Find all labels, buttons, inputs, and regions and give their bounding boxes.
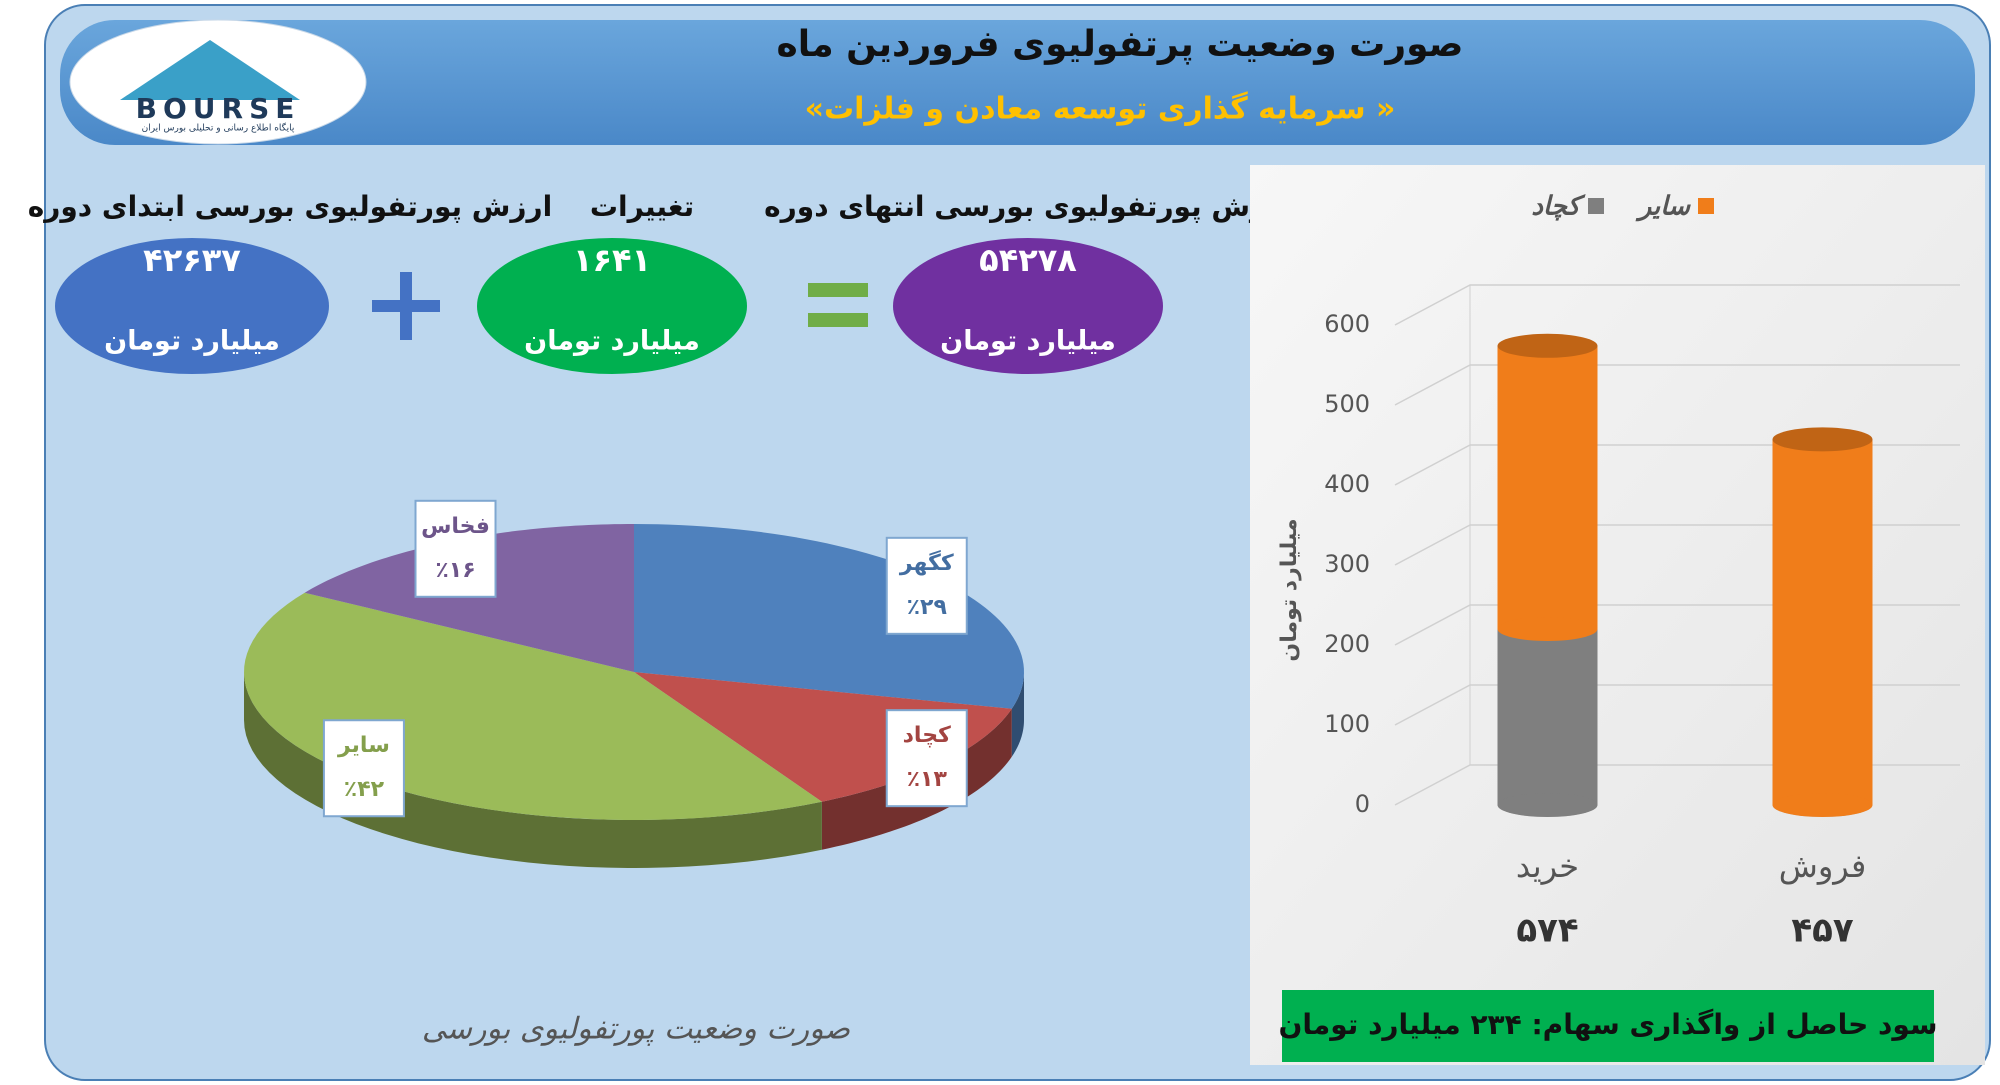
legend-swatch <box>1588 198 1604 214</box>
y-tick-label: 500 <box>1324 390 1370 418</box>
summary-unit: میلیارد تومان <box>104 326 280 357</box>
summary-bubble <box>893 238 1163 374</box>
equals-sign <box>808 283 868 297</box>
logo-text: BOURSE <box>136 92 301 125</box>
bar-total-label: ۵۷۴ <box>1516 911 1578 951</box>
summary-value: ۱۶۴۱ <box>573 241 651 279</box>
bar-segment-bottom <box>1772 793 1873 817</box>
header-bar <box>60 20 1975 145</box>
logo-caption: پایگاه اطلاع رسانی و تحلیلی بورس ایران <box>142 122 295 134</box>
header-subtitle: «سرمایه گذاری توسعه معادن و فلزات » <box>805 91 1396 127</box>
pie-label-box <box>885 709 968 808</box>
summary-label: ارزش پورتفولیوی بورسی انتهای دوره <box>764 190 1292 223</box>
pie-label-value: ٪۴۲ <box>344 777 385 802</box>
pie-title: صورت وضعیت پورتفولیوی بورسی <box>422 1012 851 1047</box>
pie-label-value: ٪۲۹ <box>907 595 947 620</box>
pie-slice-side <box>1011 672 1024 757</box>
bar-total-label: ۴۵۷ <box>1791 911 1854 951</box>
bar-segment <box>1772 439 1873 805</box>
summary-unit: میلیارد تومان <box>940 326 1116 357</box>
summary-label: تغییرات <box>590 190 694 223</box>
pie-label-box <box>414 499 497 598</box>
x-tick-label: خرید <box>1516 847 1579 885</box>
pie-label-box <box>322 719 405 818</box>
y-tick-label: 600 <box>1324 310 1370 338</box>
bar-segment <box>1497 345 1598 629</box>
header-title: صورت وضعیت پرتفولیوی فروردین ماه <box>777 24 1464 65</box>
y-tick-label: 400 <box>1324 470 1370 498</box>
bar-top <box>1772 427 1873 452</box>
pie-label-value: ٪۱۶ <box>435 558 475 583</box>
summary-bubble <box>477 238 747 374</box>
pie-label-name: کگهر <box>899 549 954 576</box>
pie-label-name: سایر <box>337 733 390 758</box>
legend-label: سایر <box>1635 192 1692 222</box>
footer-note: سود حاصل از واگذاری سهام: ۲۳۴ میلیارد تو… <box>1279 1008 1938 1041</box>
logo-icon <box>120 40 300 100</box>
bar-chart-panel <box>1250 165 1985 1065</box>
equals-sign <box>808 313 868 327</box>
pie-label-name: کچاد <box>903 723 951 748</box>
summary-label: ارزش پورتفولیوی بورسی ابتدای دوره <box>28 190 552 223</box>
pie-label-name: فخاس <box>421 514 490 539</box>
bar-segment-bottom <box>1497 793 1598 817</box>
y-tick-label: 200 <box>1324 630 1370 658</box>
footer-note-box <box>1282 990 1934 1062</box>
pie-slice <box>304 524 634 672</box>
pie-slice-side <box>244 672 822 868</box>
pie-label-box <box>885 536 968 635</box>
bar-top <box>1497 333 1598 358</box>
pie-label-value: ٪۱۳ <box>907 767 948 792</box>
bar-segment-bottom <box>1497 617 1598 641</box>
summary-value: ۵۴۲۷۸ <box>979 241 1077 279</box>
legend-swatch <box>1698 198 1714 214</box>
y-tick-label: 300 <box>1324 550 1370 578</box>
legend-label: کچاد <box>1531 192 1585 222</box>
plus-sign <box>372 272 440 340</box>
x-tick-label: فروش <box>1779 847 1866 885</box>
bar-segment <box>1497 629 1598 805</box>
y-tick-label: 100 <box>1324 710 1370 738</box>
pie-slice <box>634 524 1024 709</box>
y-tick-label: 0 <box>1355 790 1370 818</box>
summary-value: ۴۲۶۳۷ <box>143 241 241 279</box>
y-axis-label: میلیارد تومان <box>1277 518 1302 661</box>
summary-unit: میلیارد تومان <box>524 326 700 357</box>
summary-bubble <box>55 238 329 374</box>
